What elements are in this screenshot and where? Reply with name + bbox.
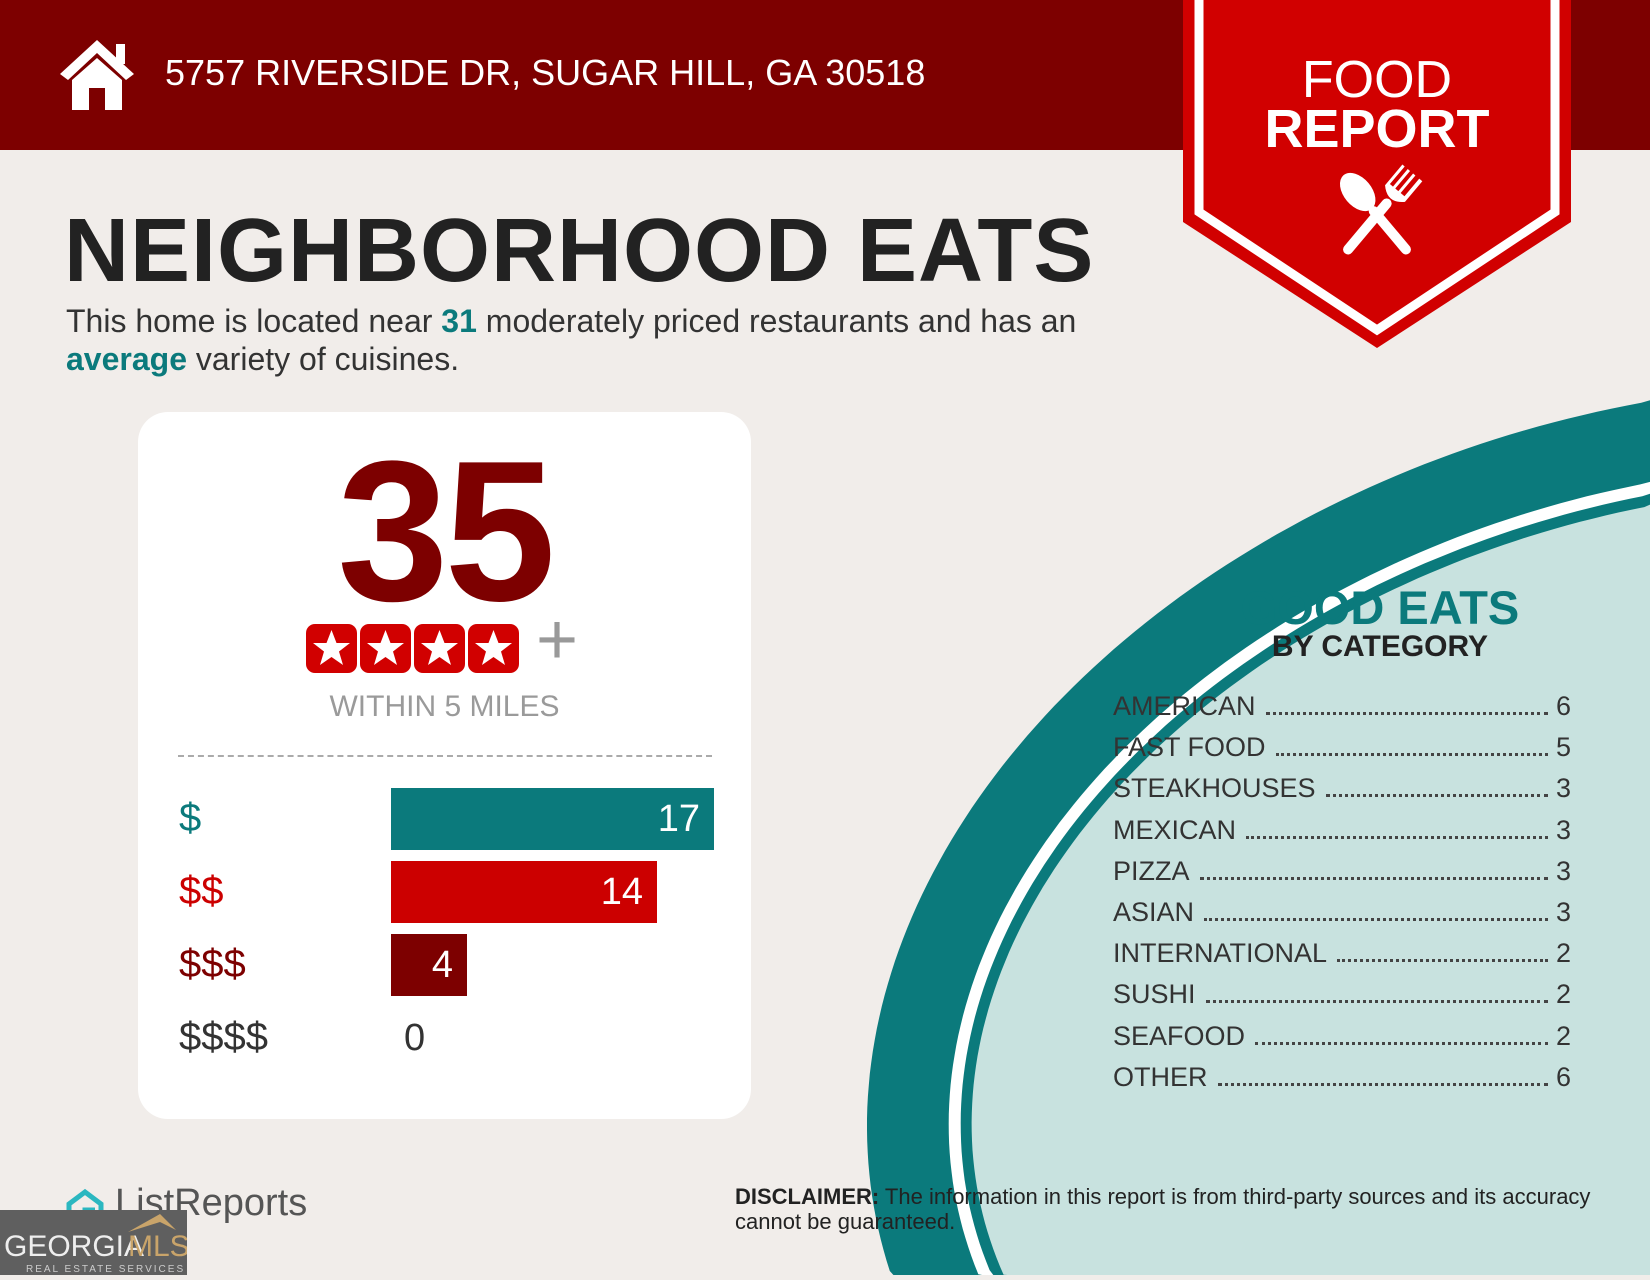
category-row: SEAFOOD 2	[1113, 1018, 1571, 1052]
summary-text: This home is located near 31 moderately …	[66, 303, 1077, 377]
star-icon	[306, 624, 357, 673]
category-count: 5	[1555, 732, 1571, 763]
category-row: MEXICAN 3	[1113, 812, 1571, 846]
category-count: 3	[1555, 897, 1571, 927]
leader-dots	[1217, 1082, 1548, 1086]
food-report-badge	[1183, 0, 1571, 348]
price-tier-bar: 4	[391, 934, 467, 996]
categories-subtitle: BY CATEGORY	[1271, 630, 1489, 663]
plus-sign: +	[536, 600, 579, 680]
category-row: PIZZA 3	[1113, 853, 1571, 887]
badge-line2: REPORT	[1264, 99, 1490, 159]
leader-dots	[1337, 959, 1548, 963]
price-tier-row: $17	[179, 788, 719, 850]
svg-text:MLS: MLS	[128, 1230, 187, 1263]
star-rating	[306, 624, 519, 673]
category-row: STEAKHOUSES 3	[1113, 770, 1571, 804]
price-summary-card: 35 + WITHIN 5 MILES $17 $$ 14 $$$ 4 $$$$ 0	[138, 412, 751, 1119]
category-count: 6	[1555, 1061, 1571, 1092]
star-icon	[360, 624, 411, 673]
price-tier-label: $$$$	[179, 1015, 268, 1059]
radius-label: WITHIN 5 MILES	[329, 690, 560, 723]
price-tier-row: $$$ 4	[179, 934, 719, 996]
price-tier-row: $$$$ 0	[179, 1007, 719, 1069]
category-count: 2	[1555, 1020, 1571, 1051]
leader-dots	[1255, 1041, 1548, 1045]
disclaimer: DISCLAIMER: The information in this repo…	[735, 1184, 1591, 1234]
category-name: FAST FOOD	[1113, 732, 1266, 763]
divider	[178, 755, 712, 757]
category-count: 2	[1555, 979, 1571, 1010]
category-name: ASIAN	[1113, 897, 1195, 927]
leader-dots	[1205, 1000, 1548, 1004]
price-tier-value: 0	[404, 1017, 426, 1059]
category-name: MEXICAN	[1113, 814, 1237, 845]
star-icon	[468, 624, 519, 673]
category-name: AMERICAN	[1113, 691, 1256, 721]
category-count: 2	[1555, 938, 1571, 969]
restaurant-count: 31	[441, 303, 477, 339]
svg-text:GEORGIA: GEORGIA	[4, 1230, 144, 1263]
category-row: INTERNATIONAL 2	[1113, 935, 1571, 969]
category-count: 3	[1555, 814, 1571, 845]
price-tier-row: $$ 14	[179, 861, 719, 923]
category-name: SEAFOOD	[1113, 1020, 1246, 1051]
georgia-mls-logo: GEORGIA MLS REAL ESTATE SERVICES	[0, 1210, 190, 1275]
svg-text:REAL ESTATE SERVICES: REAL ESTATE SERVICES	[26, 1264, 185, 1275]
plate-center	[971, 486, 1650, 1275]
category-row: OTHER 6	[1113, 1059, 1571, 1093]
price-tier-bar: 17	[391, 788, 714, 850]
price-tier-label: $$	[179, 869, 224, 913]
utensils-icon	[1339, 164, 1423, 255]
leader-dots	[1265, 712, 1548, 715]
category-name: STEAKHOUSES	[1113, 773, 1316, 804]
leader-dots	[1204, 918, 1548, 921]
star-icon	[414, 624, 465, 673]
price-tier-label: $	[179, 796, 202, 840]
variety-level: average	[66, 341, 187, 377]
leader-dots	[1325, 794, 1548, 798]
total-restaurants: 35	[337, 420, 555, 643]
category-name: SUSHI	[1113, 979, 1196, 1010]
category-count: 3	[1555, 855, 1571, 886]
categories-title: GOOD EATS	[1240, 581, 1520, 634]
category-row: SUSHI 2	[1113, 976, 1571, 1010]
category-count: 6	[1555, 691, 1571, 721]
leader-dots	[1246, 835, 1548, 839]
category-row: FAST FOOD 5	[1113, 729, 1571, 763]
category-name: PIZZA	[1113, 855, 1190, 886]
category-row: AMERICAN 6	[1113, 688, 1571, 722]
category-row: ASIAN 3	[1113, 894, 1571, 928]
price-tier-label: $$$	[179, 942, 246, 986]
leader-dots	[1275, 753, 1548, 757]
category-name: INTERNATIONAL	[1113, 938, 1328, 969]
category-name: OTHER	[1113, 1061, 1208, 1092]
leader-dots	[1199, 876, 1548, 880]
badge-line1: FOOD	[1301, 51, 1453, 109]
page-title: NEIGHBORHOOD EATS	[64, 201, 1095, 301]
home-icon	[60, 40, 134, 110]
price-tier-bar: 14	[391, 861, 657, 923]
category-count: 3	[1555, 773, 1571, 804]
property-address: 5757 RIVERSIDE DR, SUGAR HILL, GA 30518	[165, 52, 926, 93]
